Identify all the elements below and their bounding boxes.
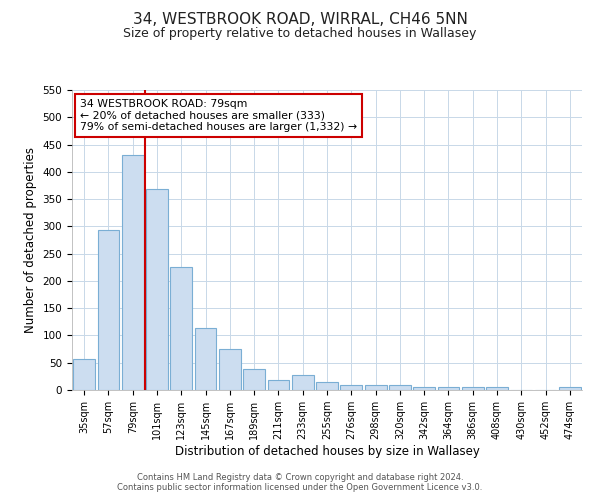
Bar xyxy=(73,359,95,390)
Text: Size of property relative to detached houses in Wallasey: Size of property relative to detached ho… xyxy=(124,28,476,40)
Bar xyxy=(389,384,411,390)
Text: 34 WESTBROOK ROAD: 79sqm
← 20% of detached houses are smaller (333)
79% of semi-: 34 WESTBROOK ROAD: 79sqm ← 20% of detach… xyxy=(80,99,357,132)
Bar xyxy=(486,388,508,390)
Bar xyxy=(170,266,192,390)
Bar xyxy=(413,386,435,390)
X-axis label: Distribution of detached houses by size in Wallasey: Distribution of detached houses by size … xyxy=(175,445,479,458)
Bar xyxy=(462,388,484,390)
Bar xyxy=(97,230,119,390)
Bar xyxy=(559,388,581,390)
Text: Contains HM Land Registry data © Crown copyright and database right 2024.: Contains HM Land Registry data © Crown c… xyxy=(137,474,463,482)
Bar xyxy=(122,156,143,390)
Bar xyxy=(437,388,460,390)
Text: Contains public sector information licensed under the Open Government Licence v3: Contains public sector information licen… xyxy=(118,484,482,492)
Bar xyxy=(365,384,386,390)
Bar xyxy=(194,328,217,390)
Y-axis label: Number of detached properties: Number of detached properties xyxy=(24,147,37,333)
Bar xyxy=(243,370,265,390)
Bar xyxy=(316,382,338,390)
Bar xyxy=(219,348,241,390)
Bar xyxy=(146,190,168,390)
Text: 34, WESTBROOK ROAD, WIRRAL, CH46 5NN: 34, WESTBROOK ROAD, WIRRAL, CH46 5NN xyxy=(133,12,467,28)
Bar xyxy=(268,380,289,390)
Bar xyxy=(292,374,314,390)
Bar xyxy=(340,384,362,390)
